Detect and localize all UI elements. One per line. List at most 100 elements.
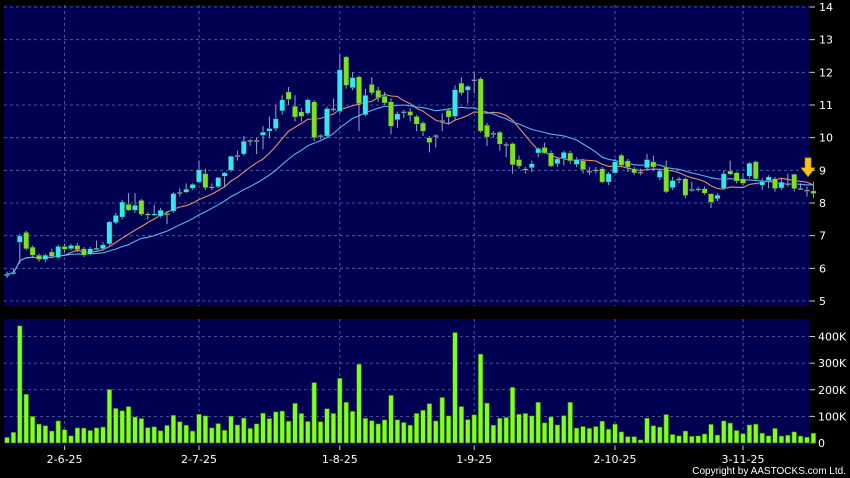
candle-body [554,158,561,164]
candle-body [695,188,701,191]
candle-body [29,246,36,256]
candle-body [509,143,516,165]
volume-bar [100,426,106,444]
price-tick-label: 10 [819,132,833,145]
candle-body [708,193,714,203]
volume-bar [330,413,337,444]
date-axis: 2-6-25 2-7-25 1-8-25 1-9-25 2-10-25 3-11-25 [47,446,765,466]
candle-body [221,172,228,177]
volume-bar [401,422,407,444]
volume-bar [337,378,343,444]
candle-body [561,152,567,159]
candle-body [240,141,247,155]
volume-tick-label: 0 [818,437,825,450]
volume-panel-background [4,319,810,446]
volume-bar [49,430,55,444]
volume-bar [477,353,484,444]
volume-bar [631,436,637,444]
moving-average-10-line [6,93,814,275]
volume-bar [644,417,650,444]
candle-body [733,172,740,182]
volume-bar [433,420,439,444]
candle-body [215,177,222,187]
volume-bar [420,409,426,444]
price-tick-label: 13 [819,34,833,47]
volume-bar [23,393,29,444]
volume-bar [4,437,10,444]
date-tick-label: 1-8-25 [322,453,358,466]
candle-body [477,78,484,132]
candle-body [529,163,535,168]
volume-bar [445,415,452,444]
candle-body [682,178,689,196]
date-tick-label: 2-6-25 [47,453,83,466]
volume-bar [452,332,458,444]
candle-body [343,56,350,86]
volume-bar [733,430,740,444]
candle-body [394,113,401,120]
price-tick-label: 9 [819,164,826,177]
candle-body [196,169,202,183]
volume-bar [196,413,202,444]
copyright-text: Copyright by AASTOCKS.com Ltd. [692,466,846,477]
price-panel: 5 6 7 8 9 10 11 12 13 14 [4,1,833,308]
volume-bar [785,434,791,444]
volume-bar [388,395,394,444]
candle-body [87,248,93,255]
candle-body [605,173,612,183]
candle-body [753,161,759,180]
candle-body [573,159,580,165]
date-tick-label: 2-7-25 [181,453,217,466]
volume-bar [804,436,810,444]
volume-bar [554,424,560,444]
volume-bar [689,436,695,444]
volume-bar [234,424,241,444]
candle-body [279,99,286,112]
candle-body [778,181,785,189]
volume-bar [55,420,61,444]
volume-bar [145,427,151,444]
volume-bar [362,417,369,444]
candle-body [381,95,388,104]
candle-body [202,173,209,188]
volume-bar [593,426,599,444]
volume-bar [113,408,119,444]
candle-body [55,246,61,258]
candle-body [791,174,797,189]
volume-bar [413,413,420,444]
candle-body [765,176,772,181]
candle-body [618,155,625,166]
candle-body [285,91,292,100]
candle-body [727,170,733,175]
volume-bar [522,413,528,444]
date-tick-label: 2-10-25 [594,453,637,466]
candle-body [305,99,311,114]
volume-bar [349,411,356,444]
candle-body [375,90,382,99]
candle-body [631,168,637,174]
volume-bar [81,427,87,444]
volume-bar [279,410,285,444]
volume-bar [254,423,260,444]
volume-bar [87,430,93,444]
volume-bar [605,428,612,444]
volume-bar [772,428,778,444]
volume-bar [426,403,433,444]
candle-body [772,178,778,189]
volume-bar [138,418,145,444]
volume-tick-label: 100K [818,410,847,423]
candle-body [356,76,362,104]
volume-bar [516,413,522,444]
volume-bar [190,430,196,444]
candle-body [516,159,522,167]
volume-bar [714,434,720,444]
candle-body [100,244,106,249]
volume-bar [228,415,234,444]
date-tick-label: 3-11-25 [722,453,765,466]
candle-body [586,170,593,173]
candle-body [10,272,17,274]
candle-body [68,245,74,249]
candle-body [247,140,254,142]
volume-bar [765,435,772,444]
candle-body [804,189,810,192]
